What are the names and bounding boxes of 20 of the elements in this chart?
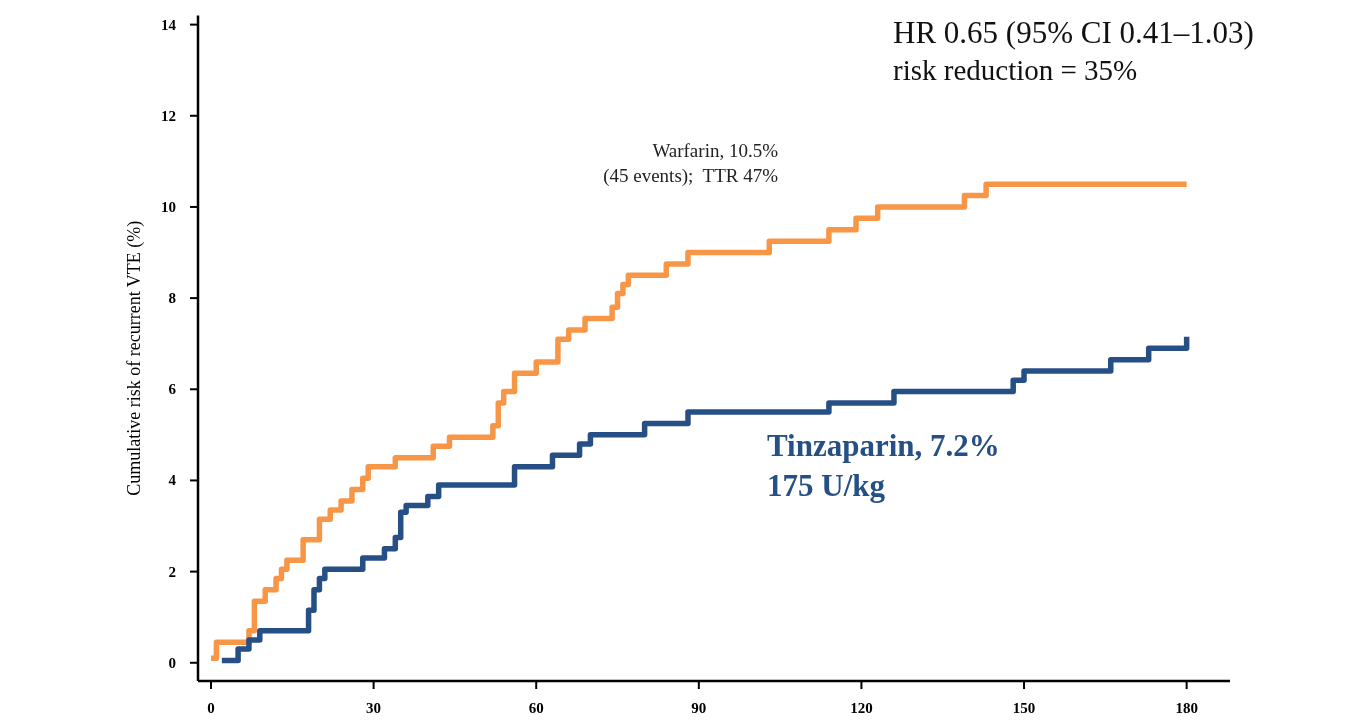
y-tick-label: 10 [161,198,176,215]
y-tick-label: 6 [168,381,177,398]
series-label: Tinzaparin, 7.2% 175 U/kg [767,428,1000,504]
x-tick-label: 180 [1175,700,1198,716]
y-tick-label: 2 [168,563,176,580]
text: Warfarin, 10.5% (45 events); TTR 47% [603,140,779,187]
y-tick-label: 8 [168,290,176,307]
annotation: risk reduction = 35% [893,54,1138,86]
x-tick-label: 150 [1012,700,1036,716]
x-tick-label: 90 [691,700,707,716]
x-tick-label: 60 [528,700,544,716]
x-tick-label: 30 [366,700,382,716]
y-tick-label: 12 [161,107,176,124]
y-tick-label: 0 [168,654,176,671]
y-tick-label: 4 [168,472,177,489]
y-axis-title: Cumulative risk of recurrent VTE (%) [124,220,145,496]
x-tick-label: 0 [207,700,215,716]
x-tick-label: 120 [850,700,873,716]
y-tick-label: 14 [161,16,177,33]
annotation: HR 0.65 (95% CI 0.41–1.03) [893,15,1254,50]
